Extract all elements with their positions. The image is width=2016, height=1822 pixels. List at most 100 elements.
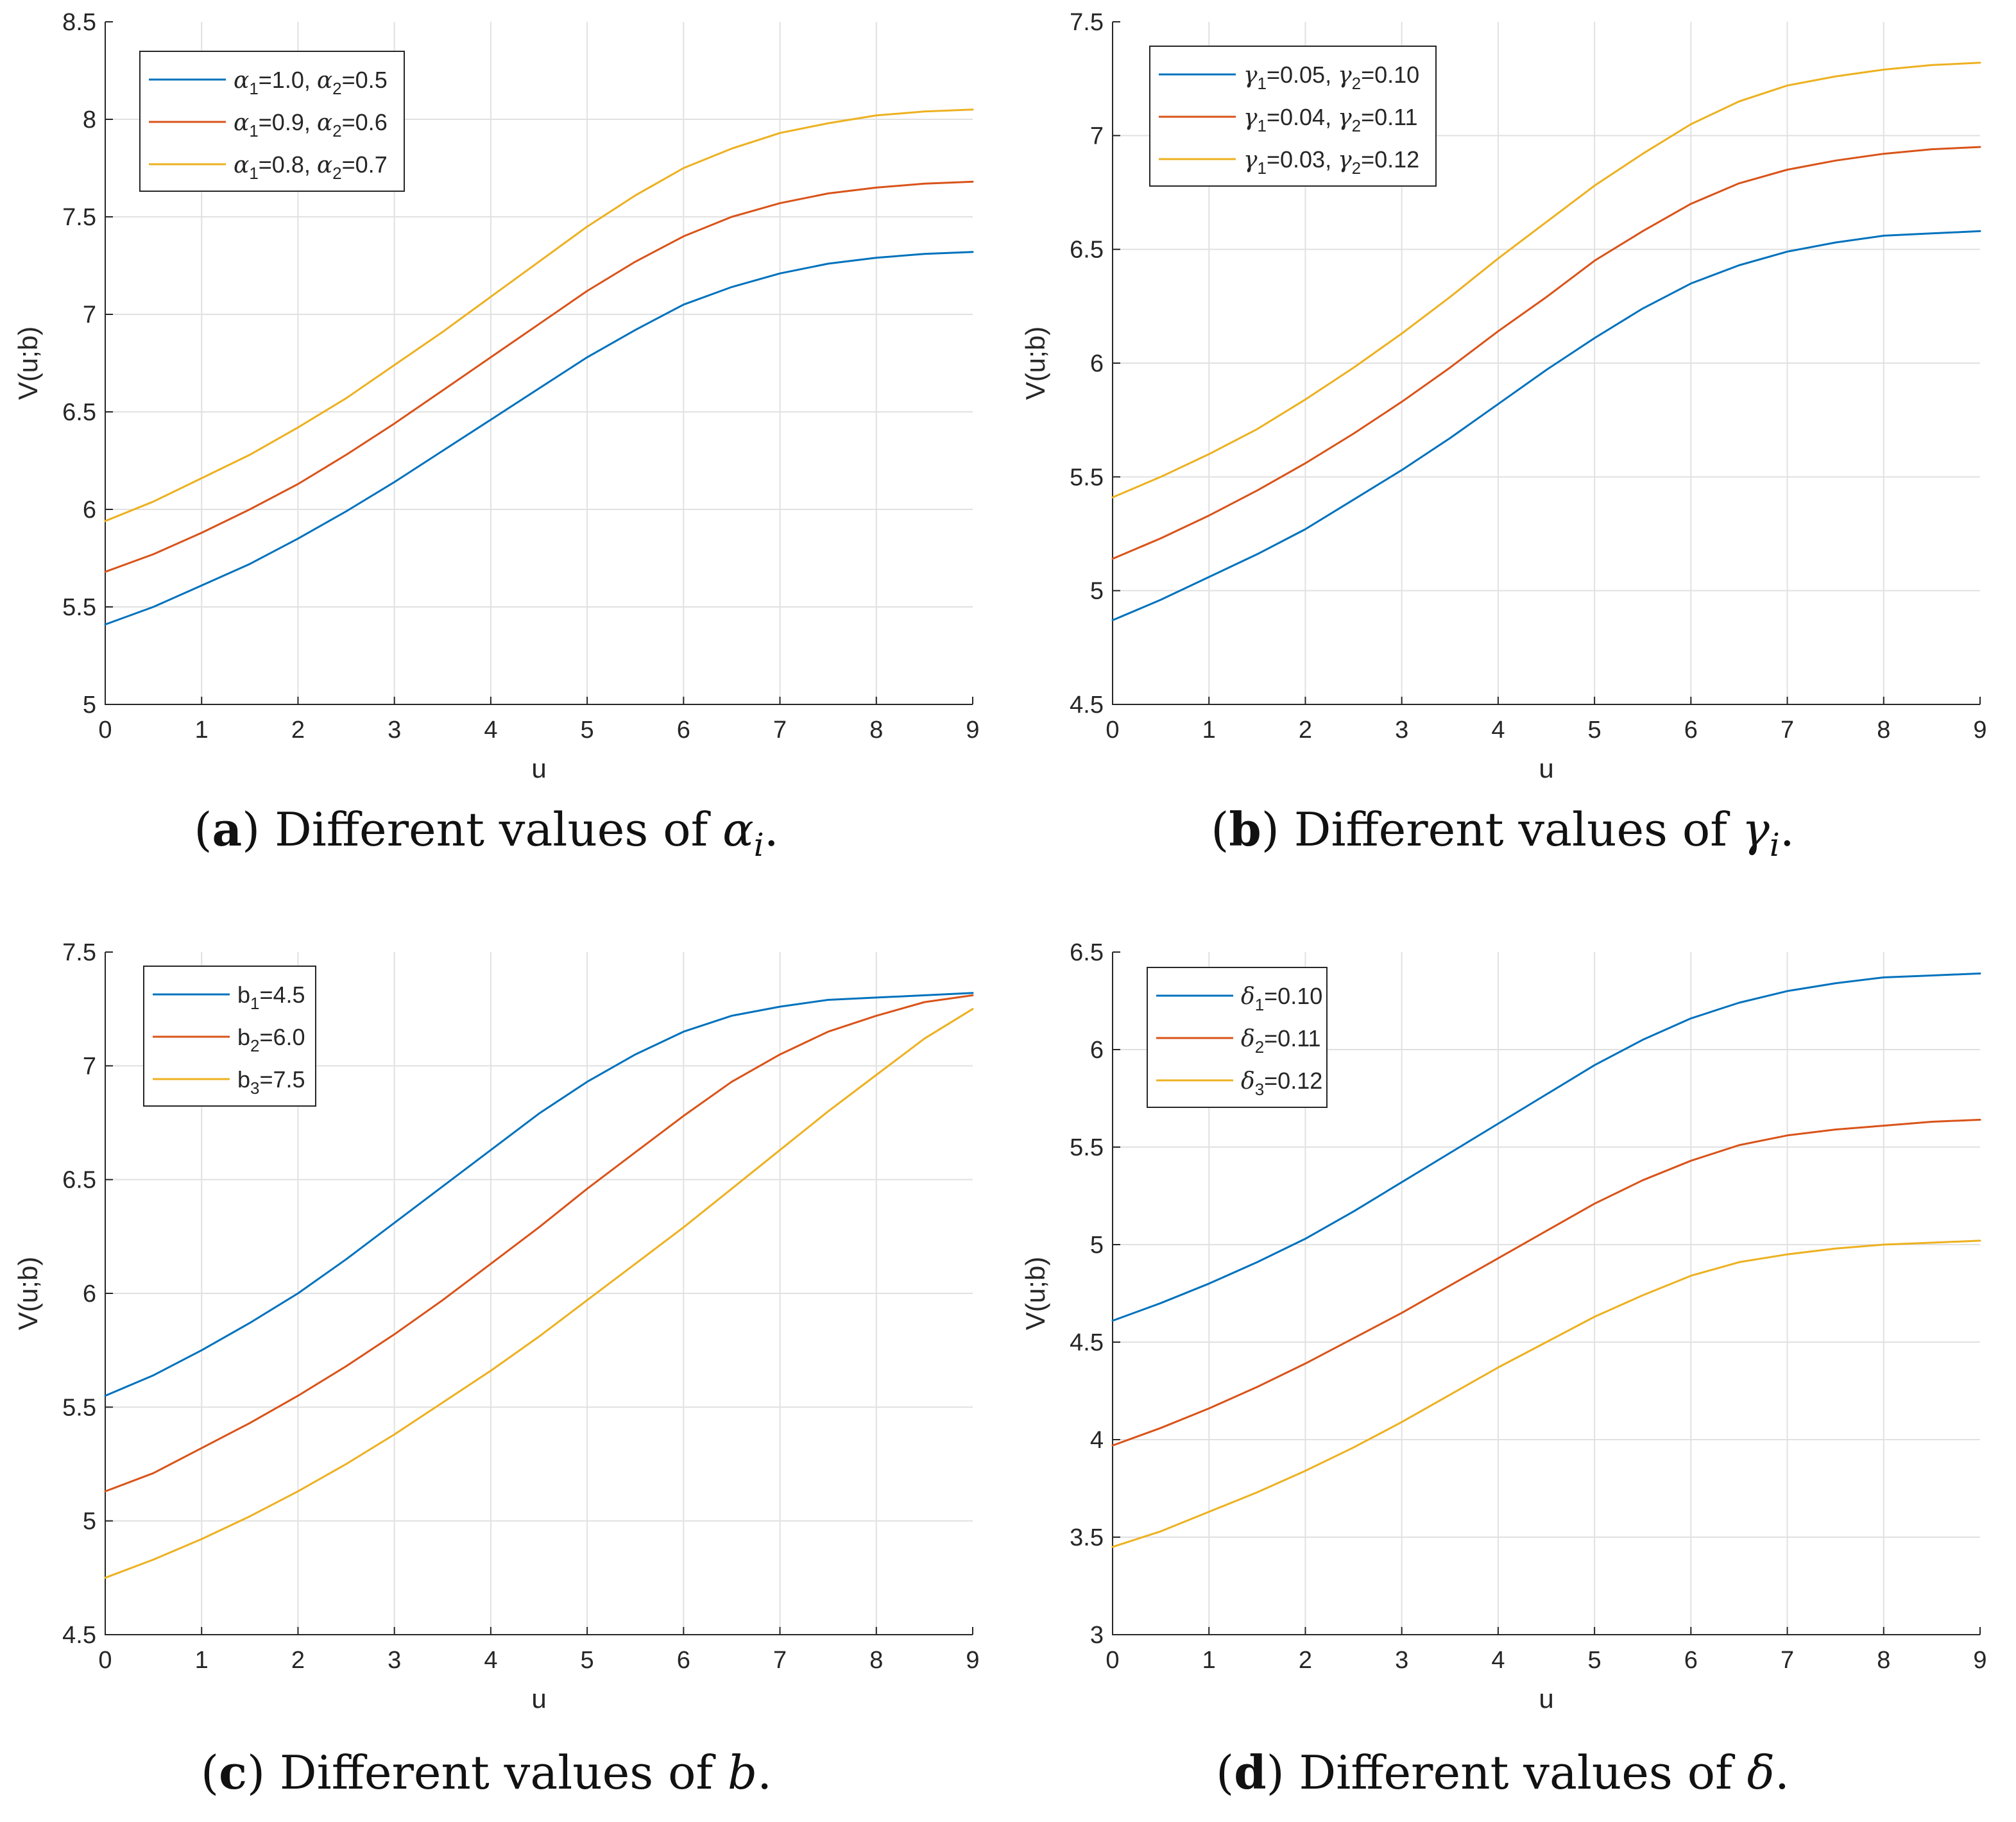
x-axis-title: u xyxy=(531,1683,546,1714)
x-tick-label: 6 xyxy=(677,1647,690,1674)
chart-panel-b: 0 1 2 3 4 5 6 7 8 9 4.5 5 5.5 6 6.5 7 7.5 u V(u;b) γ1=0.05,… xyxy=(1020,9,1987,864)
y-axis-title: V(u;b) xyxy=(1020,327,1050,400)
y-tick-label: 7.5 xyxy=(62,939,96,966)
x-axis-title: u xyxy=(1539,753,1553,783)
y-tick-label: 6.5 xyxy=(1070,939,1104,966)
y-tick-label: 6 xyxy=(83,1281,96,1307)
x-tick-label: 1 xyxy=(1202,717,1216,744)
x-tick-label: 0 xyxy=(98,717,112,744)
y-tick-label: 4.5 xyxy=(1070,692,1104,719)
y-tick-label: 5 xyxy=(83,692,96,719)
legend-entry: γ1=0.05, γ2=0.10 xyxy=(1243,62,1419,93)
y-tick-label: 4.5 xyxy=(1070,1329,1104,1356)
y-tick-label: 6 xyxy=(83,497,96,524)
chart-panel-d: 0 1 2 3 4 5 6 7 8 9 3 3.5 4 4.5 5 5.5 6 6.5 u V(u;b) δ1=0.10… xyxy=(1020,939,1987,1800)
x-tick-label: 1 xyxy=(1202,1647,1216,1674)
chart-panel-a: 0 1 2 3 4 5 6 7 8 9 5 5.5 6 6.5 7 7.5 8 8.5 u V(u;b) α1=1.0,… xyxy=(13,9,980,864)
y-tick-label: 4.5 xyxy=(62,1622,96,1649)
series-line-3 xyxy=(1111,62,1981,498)
y-tick-label: 7.5 xyxy=(62,204,96,231)
x-tick-label: 8 xyxy=(1877,1647,1890,1674)
y-tick-label: 3 xyxy=(1090,1622,1104,1649)
legend-entry: δ1=0.10 xyxy=(1241,983,1322,1014)
legend-entry: b3=7.5 xyxy=(237,1066,305,1098)
y-tick-label: 5 xyxy=(83,1508,96,1535)
x-tick-label: 4 xyxy=(1491,717,1505,744)
x-tick-label: 8 xyxy=(869,717,883,744)
x-tick-label: 1 xyxy=(195,1647,209,1674)
y-tick-label: 6.5 xyxy=(62,399,96,426)
x-tick-label: 0 xyxy=(1106,1647,1119,1674)
series-line-2 xyxy=(104,180,974,573)
y-tick-label: 8 xyxy=(83,106,96,133)
y-tick-label: 7.5 xyxy=(1070,9,1104,36)
x-tick-label: 5 xyxy=(1588,1647,1602,1674)
x-tick-label: 2 xyxy=(1299,1647,1312,1674)
legend-entry: α1=0.9, α2=0.6 xyxy=(234,109,388,140)
series-line-2 xyxy=(1111,146,1981,560)
x-tick-label: 4 xyxy=(484,717,497,744)
x-tick-label: 2 xyxy=(1299,717,1312,744)
y-tick-label: 3.5 xyxy=(1070,1524,1104,1551)
y-tick-label: 4 xyxy=(1090,1427,1104,1454)
series-line-1 xyxy=(104,992,974,1397)
x-tick-label: 9 xyxy=(1973,717,1986,744)
y-tick-label: 5.5 xyxy=(1070,464,1104,491)
series-line-2 xyxy=(104,994,974,1493)
x-tick-label: 9 xyxy=(966,1647,979,1674)
series-line-2 xyxy=(1111,1118,1981,1447)
x-tick-label: 7 xyxy=(773,1647,787,1674)
x-tick-label: 2 xyxy=(291,1647,305,1674)
x-tick-label: 5 xyxy=(1588,717,1602,744)
x-tick-label: 3 xyxy=(1395,717,1408,744)
legend-entry: α1=0.8, α2=0.7 xyxy=(234,151,388,183)
legend-entry: δ2=0.11 xyxy=(1241,1025,1321,1057)
x-axis-title: u xyxy=(531,753,546,783)
series-line-3 xyxy=(104,1008,974,1579)
y-tick-label: 7 xyxy=(1090,123,1104,149)
x-tick-label: 4 xyxy=(1491,1647,1505,1674)
x-tick-label: 5 xyxy=(581,717,594,744)
panel-caption: (b) Different values of γi. xyxy=(1211,802,1794,864)
x-tick-label: 6 xyxy=(1684,717,1698,744)
x-tick-label: 2 xyxy=(291,717,305,744)
x-tick-label: 3 xyxy=(388,1647,401,1674)
y-tick-label: 7 xyxy=(83,302,96,328)
series-line-3 xyxy=(104,108,974,522)
chart-panel-c: 0 1 2 3 4 5 6 7 8 9 4.5 5 5.5 6 6.5 7 7.5 u V(u;b) b1=4.5 b2… xyxy=(13,939,980,1800)
legend-entry: δ3=0.12 xyxy=(1241,1068,1322,1099)
x-tick-label: 8 xyxy=(869,1647,883,1674)
legend-entry: α1=1.0, α2=0.5 xyxy=(234,67,388,98)
x-tick-label: 9 xyxy=(1973,1647,1986,1674)
x-tick-label: 7 xyxy=(773,717,787,744)
panel-caption: (a) Different values of αi. xyxy=(194,802,778,864)
x-tick-label: 4 xyxy=(484,1647,497,1674)
y-axis-title: V(u;b) xyxy=(13,327,43,400)
series-line-1 xyxy=(1111,972,1981,1322)
panel-caption: (d) Different values of δ. xyxy=(1216,1745,1790,1800)
y-axis-title: V(u;b) xyxy=(13,1257,43,1330)
y-tick-label: 6.5 xyxy=(62,1167,96,1194)
x-tick-label: 3 xyxy=(388,717,401,744)
legend-entry: b2=6.0 xyxy=(237,1024,305,1055)
x-tick-label: 0 xyxy=(98,1647,112,1674)
y-tick-label: 6 xyxy=(1090,1037,1104,1064)
x-tick-label: 9 xyxy=(966,717,979,744)
y-axis-title: V(u;b) xyxy=(1020,1257,1050,1330)
series-line-3 xyxy=(1111,1239,1981,1548)
x-tick-label: 7 xyxy=(1781,717,1794,744)
x-axis-title: u xyxy=(1539,1683,1553,1714)
y-tick-label: 5 xyxy=(1090,578,1104,605)
y-tick-label: 7 xyxy=(83,1053,96,1080)
x-tick-label: 8 xyxy=(1877,717,1890,744)
x-tick-label: 0 xyxy=(1106,717,1119,744)
x-tick-label: 7 xyxy=(1781,1647,1794,1674)
x-tick-label: 1 xyxy=(195,717,209,744)
series-line-1 xyxy=(1111,230,1981,622)
y-tick-label: 5 xyxy=(1090,1232,1104,1259)
series-line-1 xyxy=(104,251,974,626)
x-tick-label: 6 xyxy=(1684,1647,1698,1674)
y-tick-label: 5.5 xyxy=(1070,1134,1104,1161)
legend-entry: γ1=0.04, γ2=0.11 xyxy=(1243,104,1417,135)
